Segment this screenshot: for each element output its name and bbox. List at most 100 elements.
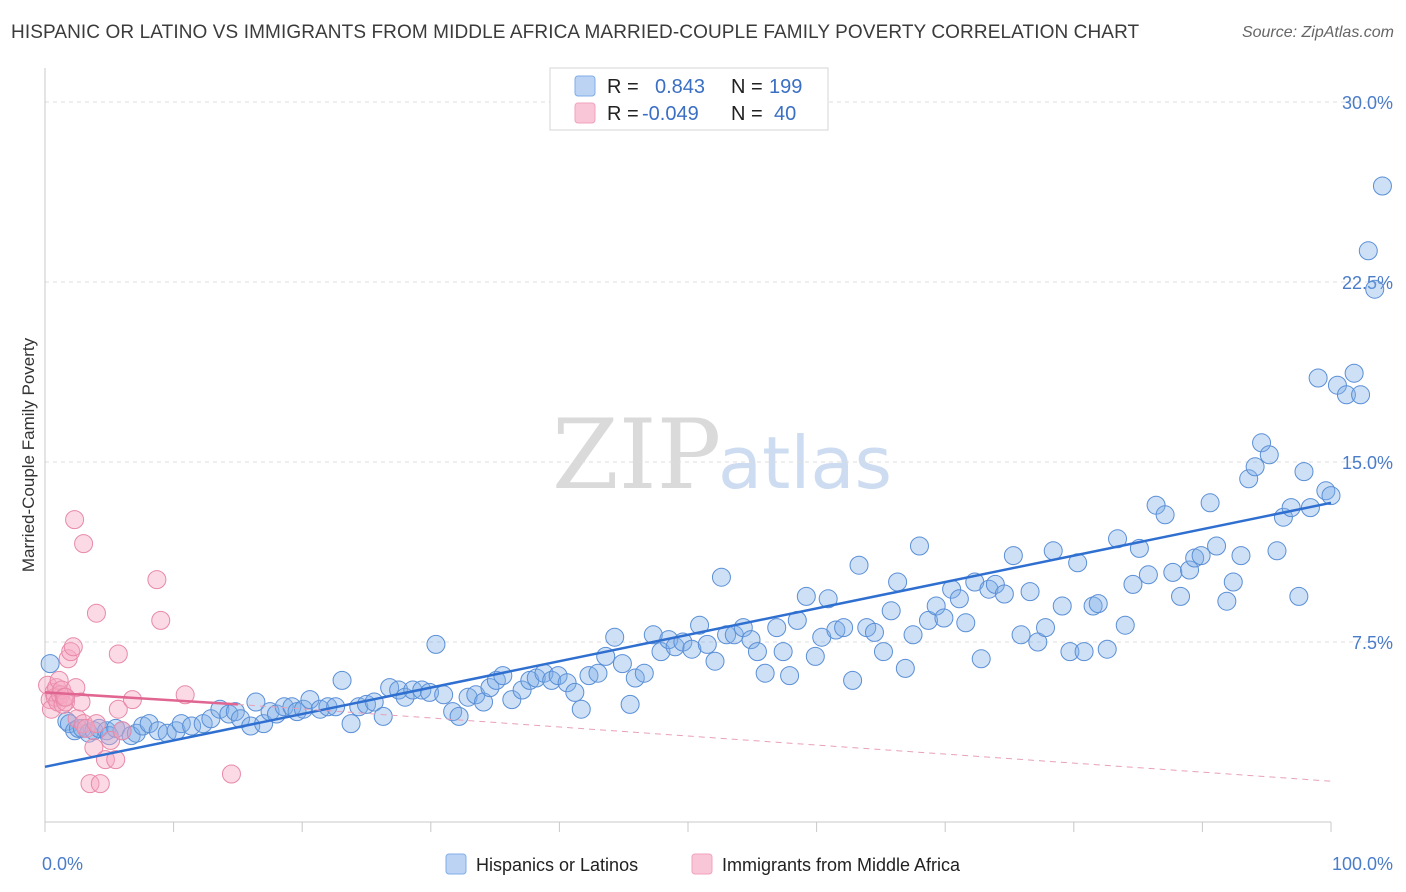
point-hispanics (625, 668, 645, 688)
point-hispanics (1115, 615, 1135, 635)
point-middle-africa (66, 678, 86, 698)
stat-n-label-1: N = (731, 76, 763, 98)
point-hispanics (1088, 594, 1108, 614)
point-hispanics (1259, 445, 1279, 465)
point-hispanics (697, 634, 717, 654)
point-hispanics (1155, 505, 1175, 525)
point-hispanics (864, 622, 884, 642)
point-middle-africa (80, 774, 100, 794)
point-hispanics (711, 567, 731, 587)
point-hispanics (949, 589, 969, 609)
point-hispanics (1245, 457, 1265, 477)
trend-line-middle-africa-extension (237, 703, 1332, 782)
point-hispanics (426, 634, 446, 654)
y-axis-label: Married-Couple Family Poverty (19, 337, 38, 572)
point-hispanics (1239, 469, 1259, 489)
point-hispanics (773, 642, 793, 662)
point-hispanics (926, 596, 946, 616)
point-hispanics (994, 584, 1014, 604)
stats-legend-box (549, 67, 829, 131)
point-hispanics (1123, 574, 1143, 594)
point-middle-africa (65, 510, 85, 530)
point-middle-africa (106, 750, 126, 770)
point-hispanics (1358, 241, 1378, 261)
trend-line-hispanics (44, 501, 1332, 769)
point-hispanics (682, 639, 702, 659)
point-hispanics (474, 692, 494, 712)
source-credit: Source: ZipAtlas.com (1241, 24, 1394, 41)
point-hispanics (571, 699, 591, 719)
point-hispanics (747, 642, 767, 662)
point-hispanics (1252, 433, 1272, 453)
point-hispanics (826, 620, 846, 640)
point-hispanics (1365, 279, 1385, 299)
point-hispanics (1321, 486, 1341, 506)
point-hispanics (1171, 586, 1191, 606)
point-middle-africa (86, 714, 106, 734)
point-hispanics (843, 670, 863, 690)
y-tick-label: 15.0% (1342, 453, 1393, 473)
point-hispanics (1267, 541, 1287, 561)
point-hispanics (796, 586, 816, 606)
point-hispanics (849, 555, 869, 575)
y-tick-label: 30.0% (1342, 93, 1393, 113)
point-hispanics (341, 714, 361, 734)
point-hispanics (956, 613, 976, 633)
point-hispanics (1200, 493, 1220, 513)
point-hispanics (1223, 572, 1243, 592)
point-hispanics (1011, 625, 1031, 645)
series-points (38, 176, 1392, 794)
point-middle-africa (74, 534, 94, 554)
point-middle-africa (56, 687, 76, 707)
point-hispanics (557, 673, 577, 693)
point-hispanics (1344, 363, 1364, 383)
point-hispanics (705, 651, 725, 671)
point-hispanics (805, 646, 825, 666)
point-hispanics (888, 572, 908, 592)
stat-r-value-1: 0.843 (655, 76, 705, 98)
point-hispanics (458, 687, 478, 707)
point-hispanics (643, 625, 663, 645)
point-middle-africa (76, 718, 96, 738)
point-hispanics (1138, 565, 1158, 585)
point-hispanics (512, 680, 532, 700)
point-hispanics (1207, 536, 1227, 556)
point-hispanics (834, 618, 854, 638)
point-hispanics (780, 666, 800, 686)
point-hispanics (651, 642, 671, 662)
series-legend: Hispanics or Latinos Immigrants from Mid… (445, 853, 961, 875)
point-hispanics (934, 608, 954, 628)
point-hispanics (493, 666, 513, 686)
point-hispanics (588, 663, 608, 683)
point-middle-africa (90, 774, 110, 794)
point-hispanics (1231, 546, 1251, 566)
point-hispanics (1036, 618, 1056, 638)
point-hispanics (909, 536, 929, 556)
y-tick-labels: 7.5% 15.0% 22.5% 30.0% (1342, 93, 1393, 653)
point-hispanics (1351, 385, 1371, 405)
watermark-zip: ZIP (552, 399, 721, 511)
point-hispanics (1083, 596, 1103, 616)
point-hispanics (895, 658, 915, 678)
point-hispanics (1281, 498, 1301, 518)
point-hispanics (1294, 462, 1314, 482)
point-hispanics (620, 694, 640, 714)
point-hispanics (1003, 546, 1023, 566)
y-tick-label: 7.5% (1352, 633, 1393, 653)
point-hispanics (1289, 586, 1309, 606)
point-hispanics (480, 678, 500, 698)
point-hispanics (449, 706, 469, 726)
point-hispanics (1043, 541, 1063, 561)
trend-lines (44, 501, 1332, 782)
point-hispanics (903, 625, 923, 645)
point-hispanics (881, 601, 901, 621)
stat-n-label-2: N = (731, 103, 763, 125)
trend-line-middle-africa (44, 691, 238, 706)
point-hispanics (1180, 560, 1200, 580)
point-hispanics (502, 690, 522, 710)
point-hispanics (126, 723, 146, 743)
point-hispanics (634, 663, 654, 683)
point-middle-africa (122, 690, 142, 710)
point-hispanics (332, 670, 352, 690)
point-hispanics (373, 706, 393, 726)
